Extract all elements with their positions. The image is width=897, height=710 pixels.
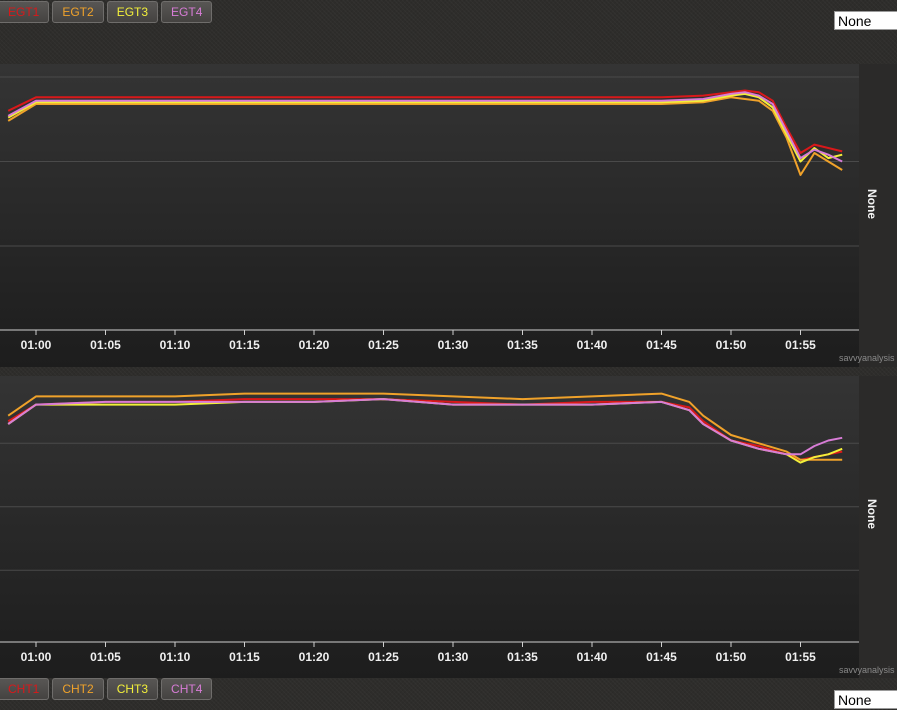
x-tick-label: 01:35 xyxy=(507,650,538,664)
x-tick-label: 01:20 xyxy=(299,650,330,664)
legend-egt2-button[interactable]: EGT2 xyxy=(52,1,104,23)
x-tick-label: 01:10 xyxy=(160,338,191,352)
egt-credit: savvyanalysis xyxy=(839,353,895,363)
legend-egt3-button[interactable]: EGT3 xyxy=(106,1,159,23)
x-tick-label: 01:05 xyxy=(90,338,121,352)
egt-legend: EGT1 EGT2 EGT3 EGT4 xyxy=(0,1,213,25)
x-tick-label: 01:25 xyxy=(368,338,399,352)
cht-credit: savvyanalysis xyxy=(839,665,895,675)
egt-right-axis-label: None xyxy=(865,189,879,219)
x-tick-label: 01:45 xyxy=(646,338,677,352)
x-tick-label: 01:15 xyxy=(229,338,260,352)
cht-legend: CHT1 CHT2 CHT3 CHT4 xyxy=(0,678,213,702)
series-line-egt1 xyxy=(7,89,843,154)
x-tick-label: 01:20 xyxy=(299,338,330,352)
legend-cht4-button[interactable]: CHT4 xyxy=(161,678,213,700)
egt-plot-area xyxy=(0,64,859,367)
x-tick-label: 01:35 xyxy=(507,338,538,352)
x-tick-label: 01:30 xyxy=(438,650,469,664)
x-tick-label: 01:00 xyxy=(21,650,52,664)
x-tick-label: 01:45 xyxy=(646,650,677,664)
x-tick-label: 01:10 xyxy=(160,650,191,664)
egt-right-axis-select[interactable]: None xyxy=(834,11,897,30)
legend-cht3-button[interactable]: CHT3 xyxy=(106,678,159,700)
x-tick-label: 01:50 xyxy=(716,338,747,352)
x-tick-label: 01:15 xyxy=(229,650,260,664)
series-line-egt3 xyxy=(7,92,843,163)
legend-cht2-button[interactable]: CHT2 xyxy=(52,678,104,700)
cht-right-axis-select[interactable]: None xyxy=(834,690,897,709)
cht-right-axis-label: None xyxy=(865,499,879,529)
legend-egt1-button[interactable]: EGT1 xyxy=(0,1,50,23)
legend-egt4-button[interactable]: EGT4 xyxy=(161,1,213,23)
egt-chart: 01:00 01:05 01:10 01:15 01:20 01:25 01:30 01:35… xyxy=(0,76,859,352)
x-tick-label: 01:40 xyxy=(577,650,608,664)
cht-right-axis-strip xyxy=(859,376,897,678)
x-tick-label: 01:25 xyxy=(368,650,399,664)
cht-chart-panel: 01:00 01:05 01:10 01:15 01:20 01:25 01:30 01:35… xyxy=(0,376,897,678)
series-line-cht2 xyxy=(7,392,843,461)
cht-plot-area xyxy=(0,376,859,678)
x-tick-label: 01:40 xyxy=(577,338,608,352)
x-tick-label: 01:55 xyxy=(785,338,816,352)
series-line-cht4 xyxy=(7,398,843,456)
series-line-egt2 xyxy=(7,96,843,176)
egt-chart-panel: 01:00 01:05 01:10 01:15 01:20 01:25 01:30 01:35… xyxy=(0,64,897,367)
series-line-egt4 xyxy=(7,91,843,163)
x-tick-label: 01:55 xyxy=(785,650,816,664)
x-tick-label: 01:50 xyxy=(716,650,747,664)
x-tick-label: 01:00 xyxy=(21,338,52,352)
x-tick-label: 01:05 xyxy=(90,650,121,664)
cht-chart: 01:00 01:05 01:10 01:15 01:20 01:25 01:30 01:35… xyxy=(0,392,859,664)
x-tick-label: 01:30 xyxy=(438,338,469,352)
series-line-cht1 xyxy=(7,398,843,461)
legend-cht1-button[interactable]: CHT1 xyxy=(0,678,50,700)
egt-right-axis-strip xyxy=(859,64,897,367)
